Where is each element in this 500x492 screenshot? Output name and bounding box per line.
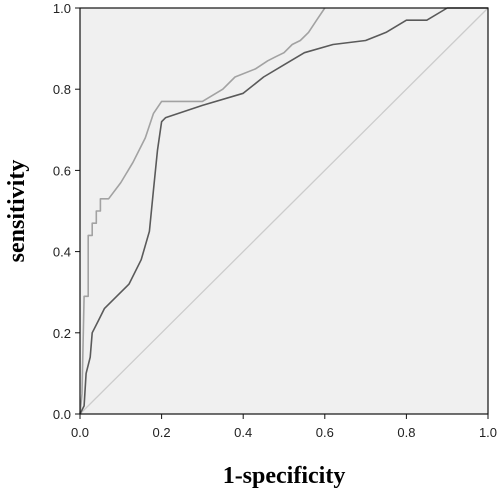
series-layer <box>79 7 489 415</box>
y-tick-label: 0.8 <box>53 82 71 97</box>
x-tick-label: 0.2 <box>153 425 171 440</box>
x-tick-label: 0.8 <box>397 425 415 440</box>
series-line-3 <box>79 7 489 415</box>
y-tick-label: 0.6 <box>53 163 71 178</box>
x-tick-label: 0.4 <box>234 425 252 440</box>
y-tick-label: 0.4 <box>53 245 71 260</box>
plot-frame <box>79 7 489 415</box>
y-axis-title: sensitivity <box>4 160 30 263</box>
series-line-1 <box>79 7 326 415</box>
x-axis-title: 1-specificity <box>223 463 346 489</box>
x-tick-label: 0.0 <box>71 425 89 440</box>
x-tick-label: 1.0 <box>479 425 497 440</box>
y-tick-label: 1.0 <box>53 1 71 16</box>
y-tick-label: 0.0 <box>53 407 71 422</box>
y-tick-label: 0.2 <box>53 326 71 341</box>
tick-layer: 0.0 0.2 0.4 0.6 0.8 1.0 0.0 0.2 0.4 0.6 0.8 1.0 <box>53 1 497 440</box>
x-tick-label: 0.6 <box>316 425 334 440</box>
series-line-2 <box>79 7 488 415</box>
